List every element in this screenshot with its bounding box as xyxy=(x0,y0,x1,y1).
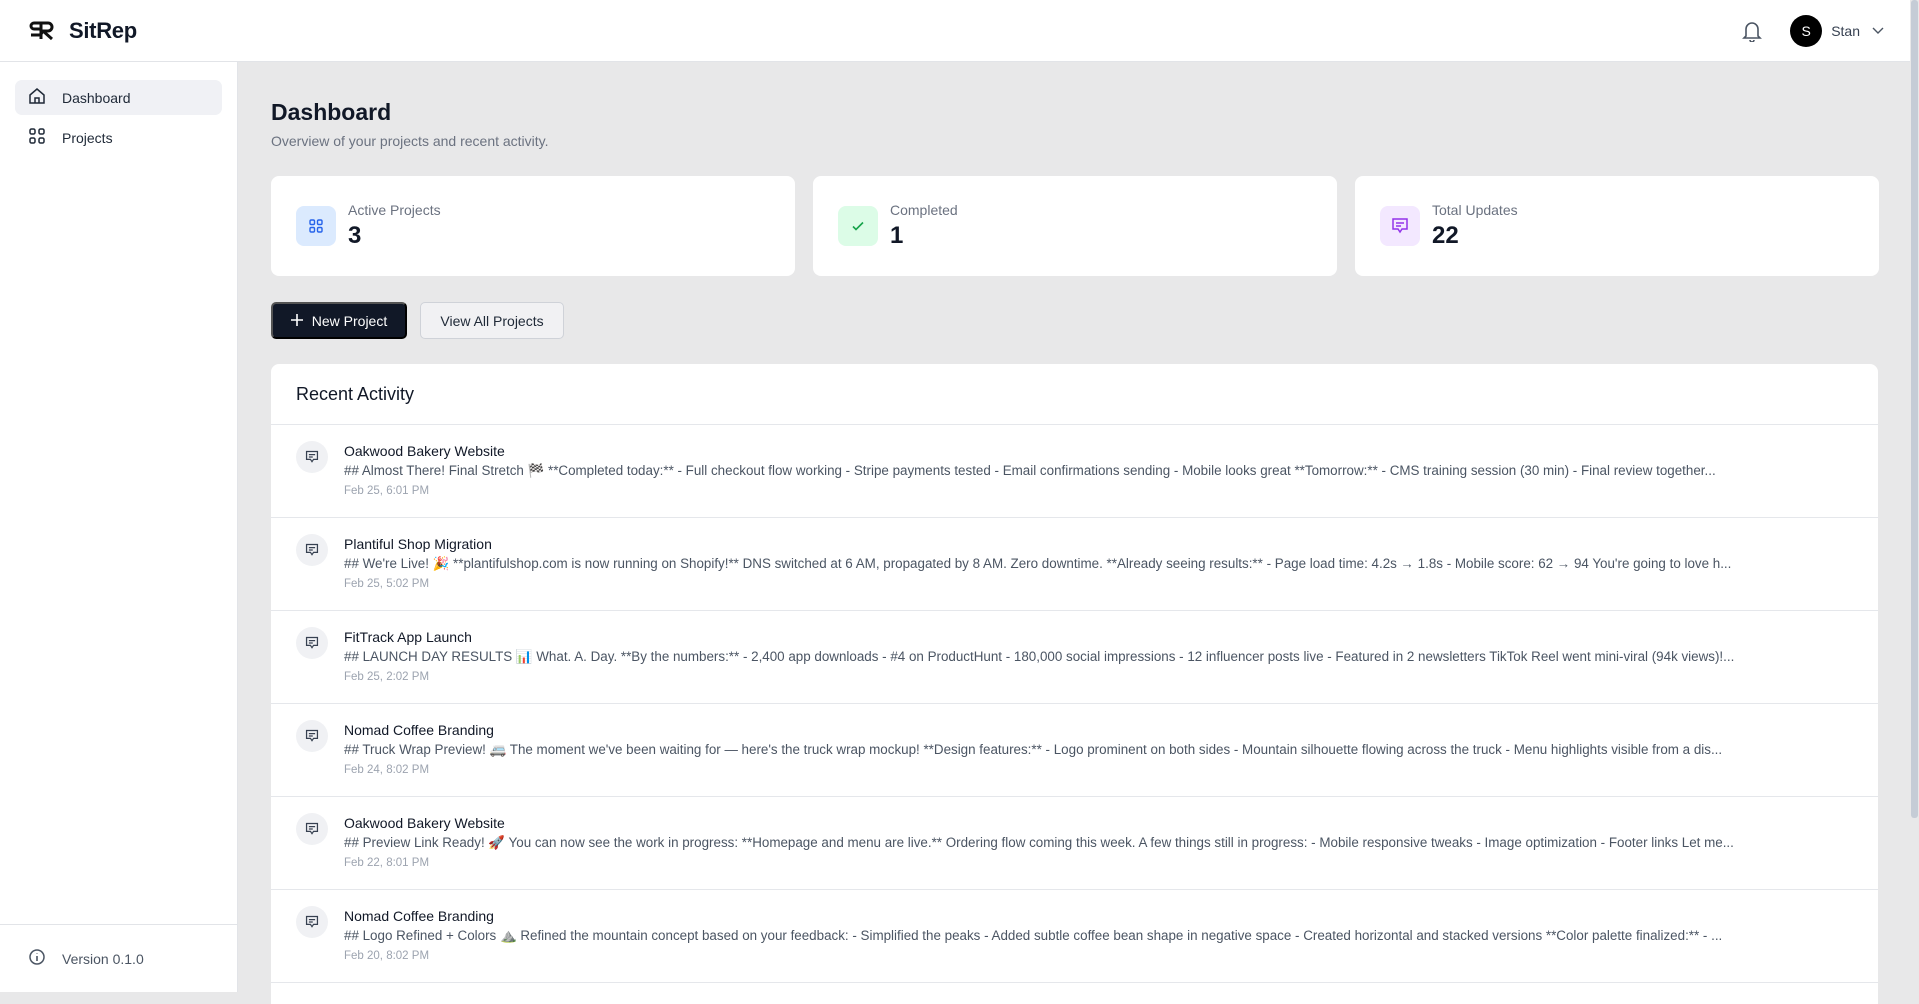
activity-item[interactable]: Plantiful Shop Migration ## We're Live! … xyxy=(271,518,1878,611)
activity-project[interactable]: Oakwood Bakery Website xyxy=(344,443,505,459)
activity-text: ## Preview Link Ready! 🚀 You can now see… xyxy=(344,835,1734,850)
new-project-label: New Project xyxy=(311,312,388,329)
activity-item[interactable]: Oakwood Bakery Website ## Preview Link R… xyxy=(271,797,1878,890)
view-all-projects-button[interactable]: View All Projects xyxy=(420,302,564,339)
bell-icon[interactable] xyxy=(1742,20,1763,42)
scrollbar[interactable] xyxy=(1910,0,1919,992)
check-icon xyxy=(838,206,878,246)
stat-value: 22 xyxy=(1432,222,1459,249)
stat-label: Total Updates xyxy=(1432,202,1518,218)
activity-item[interactable]: Nomad Coffee Branding ## Logo Refined + … xyxy=(271,890,1878,983)
activity-project[interactable]: Plantiful Shop Migration xyxy=(344,536,492,552)
grid-icon xyxy=(28,127,46,148)
home-icon xyxy=(28,87,46,108)
user-name[interactable]: Stan xyxy=(1831,23,1860,39)
recent-activity-title: Recent Activity xyxy=(271,364,1878,425)
app-name: SitRep xyxy=(69,17,137,43)
activity-text: ## Logo Refined + Colors ⛰️ Refined the … xyxy=(344,928,1723,943)
version-label: Version 0.1.0 xyxy=(62,950,144,967)
scrollbar-thumb[interactable] xyxy=(1911,0,1918,818)
message-icon xyxy=(296,534,328,566)
activity-date: Feb 25, 5:02 PM xyxy=(344,578,430,590)
activity-text: ## We're Live! 🎉 **plantifulshop.com is … xyxy=(344,556,1732,571)
activity-item[interactable]: Nomad Coffee Branding ## Truck Wrap Prev… xyxy=(271,704,1878,797)
sidebar-item-projects[interactable]: Projects xyxy=(15,120,222,155)
sitrep-logo-icon xyxy=(29,21,54,40)
activity-project[interactable]: Nomad Coffee Branding xyxy=(344,908,494,924)
message-icon xyxy=(296,813,328,845)
activity-text: ## Truck Wrap Preview! 🚐 The moment we'v… xyxy=(344,742,1723,757)
message-icon xyxy=(1380,206,1420,246)
info-icon xyxy=(28,948,46,969)
version-info: Version 0.1.0 xyxy=(0,924,237,992)
message-icon xyxy=(296,441,328,473)
page-title: Dashboard xyxy=(271,99,392,125)
stat-card-completed: Completed 1 xyxy=(813,176,1337,276)
activity-project[interactable]: Nomad Coffee Branding xyxy=(344,722,494,738)
top-header: SitRep S Stan xyxy=(0,0,1910,62)
activity-project[interactable]: Oakwood Bakery Website xyxy=(344,815,505,831)
plus-icon xyxy=(290,313,303,329)
activity-text: ## LAUNCH DAY RESULTS 📊 What. A. Day. **… xyxy=(344,649,1735,664)
sidebar-item-dashboard[interactable]: Dashboard xyxy=(15,80,222,115)
chevron-down-icon[interactable] xyxy=(1872,22,1884,40)
sidebar: Dashboard Projects Version 0.1.0 xyxy=(0,62,238,992)
activity-date: Feb 25, 6:01 PM xyxy=(344,485,430,497)
sidebar-item-label: Projects xyxy=(62,129,113,146)
activity-date: Feb 25, 2:02 PM xyxy=(344,671,430,683)
activity-date: Feb 22, 8:01 PM xyxy=(344,857,430,869)
sidebar-item-label: Dashboard xyxy=(62,89,131,106)
new-project-button[interactable]: New Project xyxy=(271,302,407,339)
stat-card-total-updates: Total Updates 22 xyxy=(1355,176,1879,276)
message-icon xyxy=(296,906,328,938)
stat-value: 3 xyxy=(348,222,362,249)
recent-activity-panel: Recent Activity Oakwood Bakery Website #… xyxy=(271,364,1878,1004)
activity-item[interactable]: FitTrack App Launch ## LAUNCH DAY RESULT… xyxy=(271,611,1878,704)
activity-text: ## Almost There! Final Stretch 🏁 **Compl… xyxy=(344,463,1716,478)
stat-card-active-projects: Active Projects 3 xyxy=(271,176,795,276)
activity-item[interactable]: Oakwood Bakery Website ## Almost There! … xyxy=(271,425,1878,518)
stat-label: Active Projects xyxy=(348,202,441,218)
grid-icon xyxy=(296,206,336,246)
message-icon xyxy=(296,720,328,752)
avatar[interactable]: S xyxy=(1790,15,1823,47)
activity-date: Feb 20, 8:02 PM xyxy=(344,950,430,962)
activity-date: Feb 24, 8:02 PM xyxy=(344,764,430,776)
message-icon xyxy=(296,627,328,659)
stat-label: Completed xyxy=(890,202,958,218)
page-subtitle: Overview of your projects and recent act… xyxy=(271,133,549,149)
activity-project[interactable]: FitTrack App Launch xyxy=(344,629,472,645)
logo[interactable]: SitRep xyxy=(29,18,137,44)
stat-value: 1 xyxy=(890,222,904,249)
